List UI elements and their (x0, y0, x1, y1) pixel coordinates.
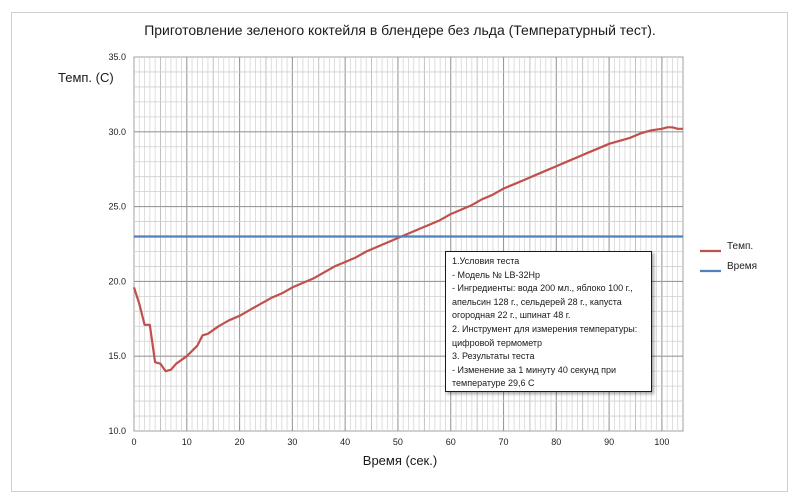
note-line: температуре 29,6 С (452, 378, 535, 389)
legend: Темп. Время (700, 241, 757, 273)
note-line: 1.Условия теста (452, 256, 520, 266)
chart-title: Приготовление зеленого коктейля в бленде… (144, 22, 656, 38)
x-tick-label: 50 (393, 437, 403, 447)
x-tick-label: 0 (131, 437, 136, 447)
chart-frame (11, 12, 788, 492)
y-tick-label: 10.0 (108, 426, 126, 436)
note-line: апельсин 128 г., сельдерей 28 г., капуст… (452, 296, 622, 307)
x-tick-label: 100 (654, 437, 669, 447)
x-tick-label: 40 (340, 437, 350, 447)
x-tick-label: 10 (182, 437, 192, 447)
y-axis-label: Темп. (C) (58, 70, 114, 85)
x-tick-label: 60 (446, 437, 456, 447)
series-line-1 (132, 126, 683, 373)
x-tick-label: 30 (287, 437, 297, 447)
note-line: - Модель № LB-32Hp (452, 269, 540, 280)
x-tick-label: 70 (499, 437, 509, 447)
x-tick-labels: 0 10 20 30 40 50 60 70 80 90 100 (131, 437, 669, 447)
y-tick-label: 20.0 (108, 276, 126, 286)
y-tick-label: 30.0 (108, 127, 126, 137)
y-tick-label: 15.0 (108, 351, 126, 361)
x-tick-label: 90 (604, 437, 614, 447)
note-line: - Изменение за 1 минуту 40 секунд при (452, 364, 616, 375)
series-lines (132, 126, 683, 373)
x-axis-label: Время (сек.) (362, 453, 438, 468)
y-tick-label: 35.0 (108, 52, 126, 62)
note-line: цифровой термометр (452, 337, 543, 348)
legend-label: Время (727, 261, 757, 272)
note-line: 2. Инструмент для измерения температуры: (452, 323, 638, 334)
note-line: огородная 22 г., шпинат 48 г. (452, 310, 571, 321)
x-tick-label: 20 (235, 437, 245, 447)
y-tick-labels: 10.0 15.0 20.0 25.0 30.0 35.0 (108, 52, 126, 436)
x-tick-label: 80 (551, 437, 561, 447)
legend-label: Темп. (727, 241, 753, 252)
note-line: - Ингредиенты: вода 200 мл., яблоко 100 … (452, 283, 633, 294)
test-notes-box: 1.Условия теста - Модель № LB-32Hp - Ингре… (445, 251, 652, 392)
note-line: 3. Результаты теста (452, 351, 535, 362)
y-tick-label: 25.0 (108, 202, 126, 212)
